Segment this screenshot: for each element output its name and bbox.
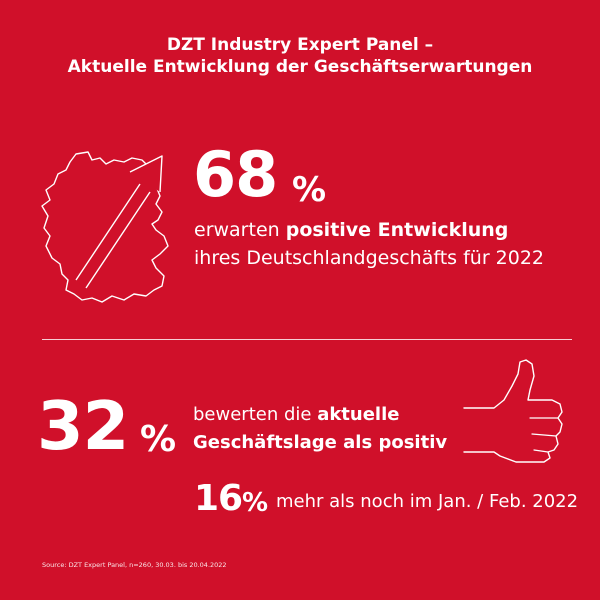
germany-map-icon <box>41 151 169 303</box>
germany-outline <box>41 151 169 303</box>
stat-32-line-1: bewerten die aktuelle <box>193 404 399 425</box>
stat-68-line-1: erwarten positive Entwicklung <box>194 219 508 241</box>
title-line-2: Aktuelle Entwicklung der Geschäftserwart… <box>67 57 533 77</box>
section-divider <box>42 339 572 340</box>
source-note: Source: DZT Expert Panel, n=260, 30.03. … <box>42 561 227 569</box>
stat-68-text-bold: positive Entwicklung <box>285 219 509 241</box>
stat-68-unit: % <box>292 170 327 210</box>
page-title: DZT Industry Expert Panel – Aktuelle Ent… <box>0 34 600 78</box>
stat-32-text-bold: aktuelle <box>317 404 400 425</box>
stat-32-line-2: Geschäftslage als positiv <box>193 432 448 453</box>
title-line-1: DZT Industry Expert Panel – <box>166 35 434 55</box>
stat-68-text-plain: erwarten <box>194 219 286 241</box>
stat-16-text: mehr als noch im Jan. / Feb. 2022 <box>276 491 579 512</box>
stat-68-value: 68 <box>193 138 278 211</box>
arrow-up-right-icon <box>75 155 163 289</box>
stat-68-line-2: ihres Deutschlandgeschäfts für 2022 <box>194 247 545 269</box>
stat-32-text-plain: bewerten die <box>193 404 318 425</box>
thumbs-up-icon <box>463 359 563 463</box>
stat-16-unit: % <box>242 488 269 518</box>
stat-32-unit: % <box>140 419 177 460</box>
stat-32-value: 32 <box>37 387 129 465</box>
stat-16-value: 16 <box>194 478 243 519</box>
